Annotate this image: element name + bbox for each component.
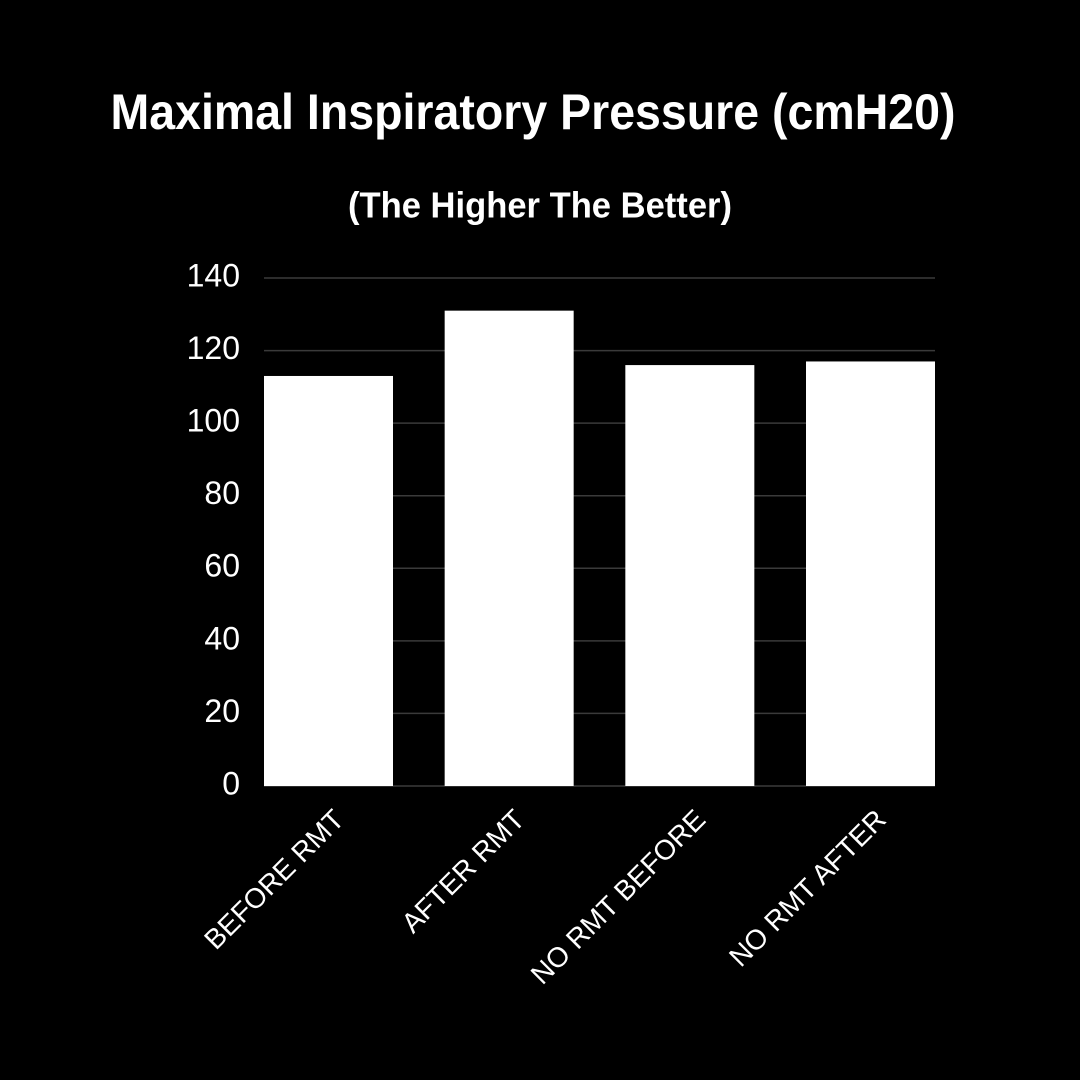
bar bbox=[264, 375, 393, 786]
bar bbox=[444, 310, 574, 786]
y-tick-label: 80 bbox=[204, 475, 240, 511]
y-tick-label: 40 bbox=[204, 620, 240, 656]
y-tick-label: 20 bbox=[204, 693, 240, 729]
y-tick-label: 140 bbox=[187, 257, 240, 293]
chart-subtitle: (The Higher The Better) bbox=[348, 185, 732, 226]
y-tick-label: 120 bbox=[187, 330, 240, 366]
y-tick-label: 0 bbox=[222, 765, 240, 801]
y-tick-label: 60 bbox=[204, 548, 240, 584]
bar bbox=[625, 365, 755, 786]
chart-title: Maximal Inspiratory Pressure (cmH20) bbox=[111, 84, 956, 140]
y-tick-label: 100 bbox=[187, 403, 240, 439]
bar bbox=[806, 361, 935, 786]
